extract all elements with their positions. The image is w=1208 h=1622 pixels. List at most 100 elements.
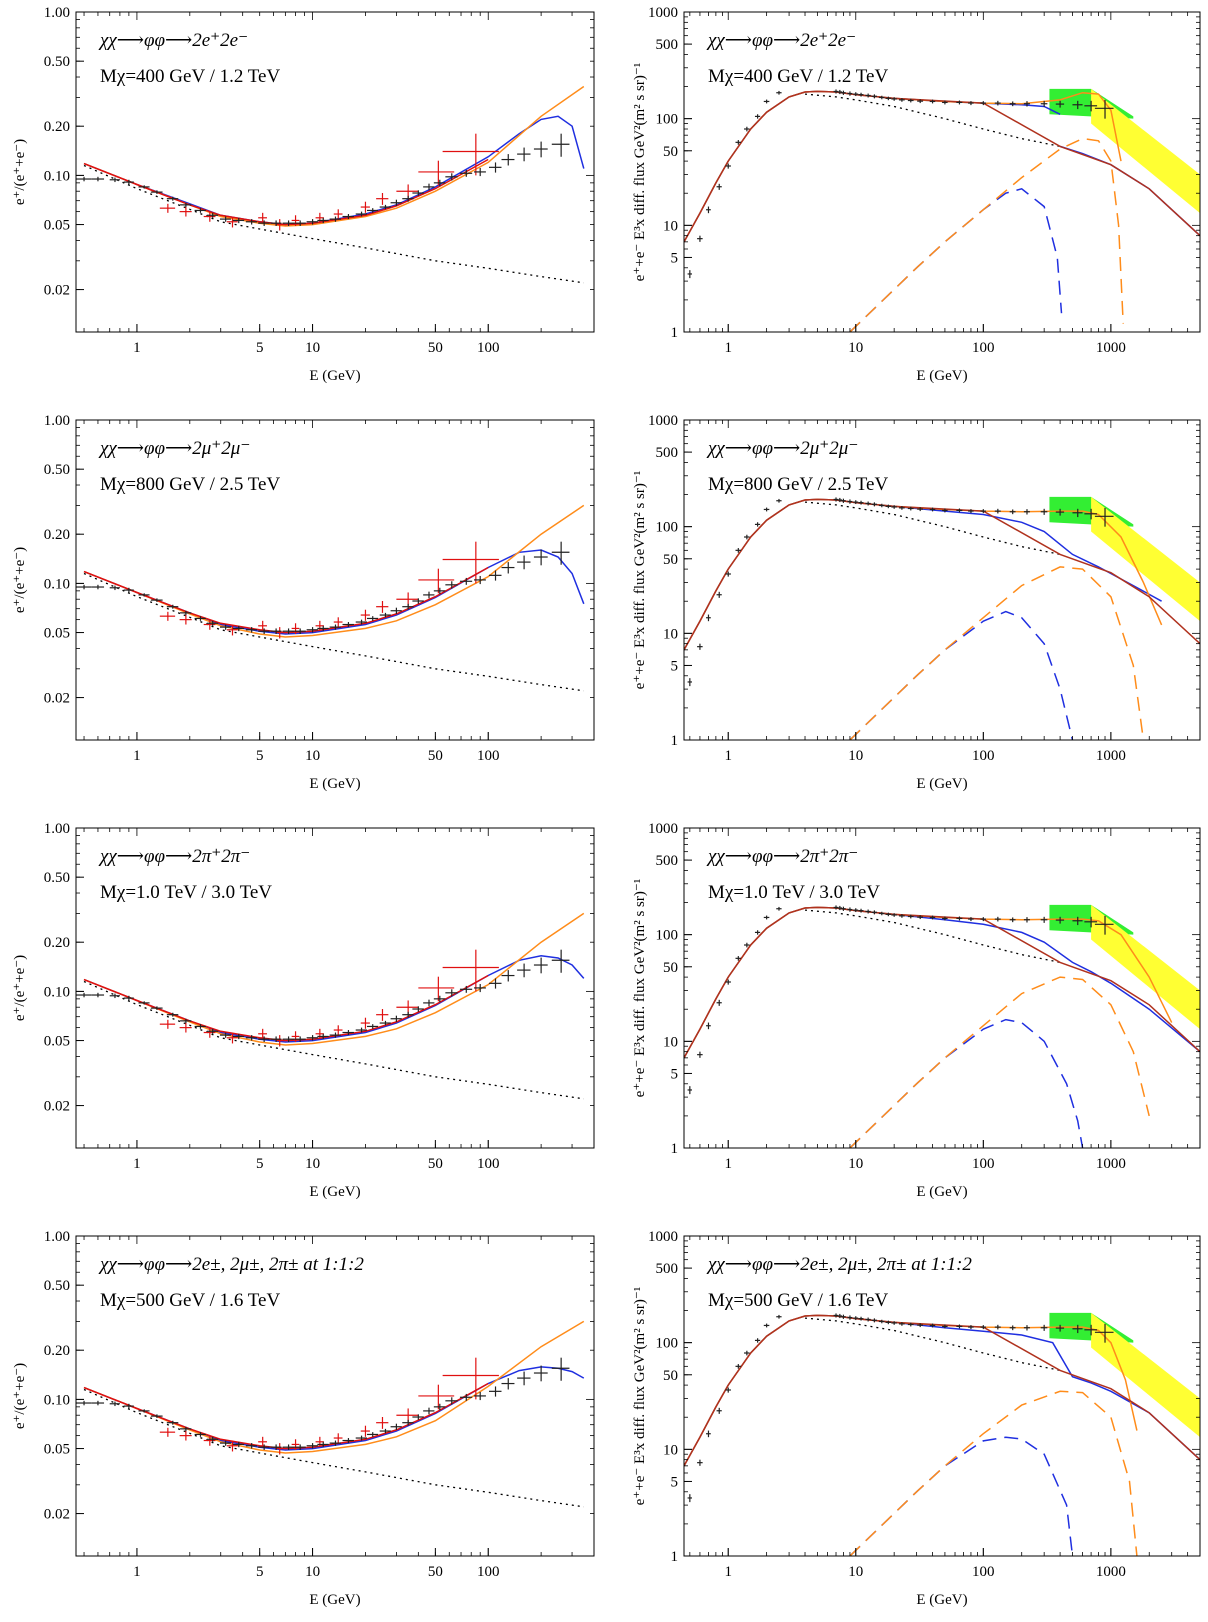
- data-point: [994, 100, 1001, 106]
- data-point: [245, 627, 258, 633]
- annotation: χχ⟶φφ⟶2e⁺2e⁻ Mχ=400 GeV / 1.2 TeV: [98, 30, 280, 87]
- x-tick-label: 1: [724, 748, 732, 764]
- data-point: [968, 1325, 974, 1330]
- x-axis-title: E (GeV): [309, 368, 360, 384]
- data-point: [891, 97, 897, 101]
- y-tick-label: 5: [671, 250, 679, 266]
- data-point: [258, 1436, 267, 1448]
- data-point: [885, 504, 892, 509]
- data-point: [150, 1414, 163, 1418]
- data-point: [342, 1030, 354, 1036]
- data-point: [837, 1313, 843, 1319]
- data-point: [744, 534, 750, 540]
- data-point: [1072, 916, 1083, 926]
- data-point: [865, 501, 871, 506]
- y-tick-label: 0.05: [44, 1034, 70, 1050]
- data-point: [423, 183, 435, 191]
- x-tick-label: 50: [428, 340, 443, 356]
- data-point: [226, 216, 238, 228]
- data-point: [180, 1426, 192, 1432]
- y-tick-label: 1.00: [44, 5, 70, 21]
- data-point: [206, 212, 219, 218]
- data-point: [533, 549, 548, 566]
- data-point: [956, 1324, 963, 1329]
- data-point: [123, 1403, 134, 1409]
- data-point: [1055, 508, 1065, 516]
- data-point: [412, 598, 424, 604]
- y-tick-label: 500: [656, 37, 679, 53]
- data-point: [226, 1032, 238, 1044]
- x-tick-label: 5: [256, 1156, 264, 1172]
- plot-area: [684, 1312, 1200, 1556]
- data-point: [166, 196, 179, 201]
- y-tick-label: 10: [663, 218, 678, 234]
- data-point: [994, 1324, 1001, 1330]
- data-point: [179, 615, 192, 625]
- data-point: [203, 619, 216, 630]
- x-tick-label: 100: [477, 1156, 500, 1172]
- data-point: [858, 1316, 864, 1321]
- y-tick-label: 1000: [648, 1229, 678, 1245]
- data-point: [697, 643, 703, 650]
- series-data-black: [76, 541, 570, 634]
- data-point: [942, 100, 948, 105]
- series-signal-1-0tev: [849, 1018, 1084, 1148]
- y-tick-label: 0.20: [44, 935, 70, 951]
- data-point: [776, 906, 782, 911]
- y-tick-label: 50: [663, 144, 678, 160]
- data-point: [533, 141, 548, 158]
- data-point: [847, 1315, 853, 1320]
- data-point: [376, 193, 389, 205]
- data-point: [379, 612, 391, 618]
- axes-frame: [683, 827, 1201, 1149]
- data-point: [871, 94, 878, 99]
- x-tick-label: 1: [724, 1156, 732, 1172]
- data-point: [194, 616, 206, 621]
- x-tick-label: 10: [848, 748, 863, 764]
- band-yellow: [1091, 88, 1200, 214]
- data-point: [501, 562, 515, 574]
- annotation: χχ⟶φφ⟶2μ⁺2μ⁻ Mχ=800 GeV / 2.5 TeV: [706, 438, 888, 495]
- x-tick-label: 100: [477, 748, 500, 764]
- x-axis-title: E (GeV): [916, 776, 967, 792]
- y-tick-label: 50: [663, 552, 678, 568]
- data-point: [956, 508, 963, 513]
- data-point: [138, 1409, 150, 1413]
- series-signal-3-0tev: [849, 976, 1150, 1148]
- y-tick-label: 0.20: [44, 527, 70, 543]
- data-point: [871, 910, 878, 915]
- axes-frame: [683, 419, 1201, 741]
- data-point: [1023, 101, 1030, 107]
- data-point: [282, 1036, 295, 1042]
- data-point: [1040, 916, 1048, 923]
- x-tick-label: 100: [972, 748, 995, 764]
- annotation-mass: Mχ=800 GeV / 2.5 TeV: [100, 474, 280, 495]
- series-data-black: [687, 89, 1114, 279]
- series-background: [83, 164, 584, 284]
- data-point: [1040, 508, 1048, 515]
- data-point: [706, 1022, 711, 1030]
- data-point: [179, 1023, 192, 1033]
- data-point: [942, 1324, 948, 1329]
- data-point: [442, 133, 499, 176]
- annotation: χχ⟶φφ⟶2e±, 2μ±, 2π± at 1:1:2 Mχ=500 GeV /…: [706, 1254, 972, 1311]
- data-point: [315, 1028, 324, 1040]
- data-point: [754, 1338, 761, 1343]
- data-point: [853, 908, 859, 913]
- data-point: [402, 603, 414, 610]
- y-tick-label: 100: [656, 1336, 679, 1352]
- data-point: [1023, 509, 1030, 515]
- annotation: χχ⟶φφ⟶2e±, 2μ±, 2π± at 1:1:2 Mχ=500 GeV /…: [98, 1254, 364, 1311]
- series-model-3-0tev: [83, 912, 585, 1046]
- annotation-mass: Mχ=400 GeV / 1.2 TeV: [708, 66, 888, 87]
- x-tick-label: 100: [477, 1564, 500, 1580]
- data-point: [376, 601, 389, 613]
- x-tick-label: 50: [428, 748, 443, 764]
- y-axis-title: e⁺+e⁻ E³x diff. flux GeV²(m² s sr)⁻¹: [632, 63, 648, 282]
- data-point: [878, 503, 885, 508]
- data-point: [179, 207, 192, 217]
- data-point: [858, 500, 864, 505]
- x-axis-title: E (GeV): [309, 1184, 360, 1200]
- data-point: [837, 497, 843, 503]
- x-tick-label: 10: [305, 340, 320, 356]
